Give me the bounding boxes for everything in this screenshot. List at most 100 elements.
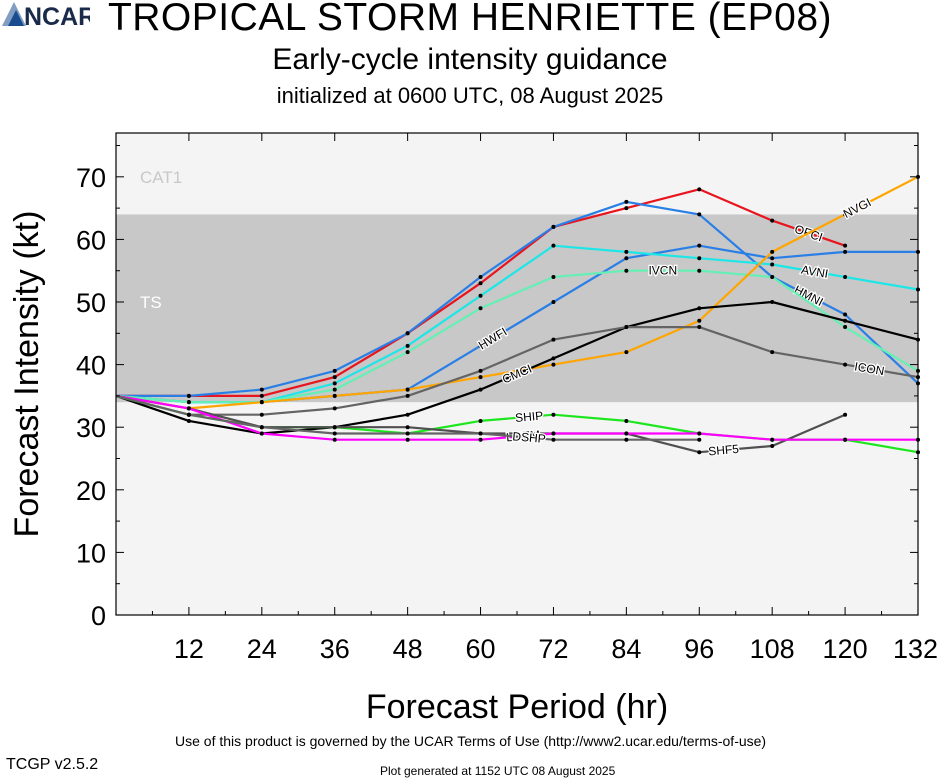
data-point [405, 387, 410, 392]
data-point [332, 406, 337, 411]
data-point [551, 356, 556, 361]
data-point [697, 437, 702, 442]
chart-title: TROPICAL STORM HENRIETTE (EP08) [107, 0, 833, 39]
y-tick-label: 0 [91, 601, 106, 631]
x-tick-label: 48 [393, 634, 423, 664]
series-line [116, 200, 919, 397]
data-point [697, 212, 702, 217]
data-point [624, 268, 629, 273]
data-point [624, 437, 629, 442]
y-tick-label: 60 [76, 225, 106, 255]
data-point [624, 249, 629, 254]
data-point [332, 381, 337, 386]
y-tick-label: 10 [76, 538, 106, 568]
data-point [770, 274, 775, 279]
data-point [843, 318, 848, 323]
x-tick-label: 36 [320, 634, 350, 664]
data-point [332, 425, 337, 430]
data-point [551, 224, 556, 229]
data-point [697, 187, 702, 192]
ncar-logo: NCAR [2, 2, 96, 31]
data-point [478, 418, 483, 423]
data-point [405, 343, 410, 348]
data-point [478, 293, 483, 298]
series-label: DSHP [512, 429, 546, 446]
data-point [624, 256, 629, 261]
data-point [697, 268, 702, 273]
data-point [697, 431, 702, 436]
data-point [478, 274, 483, 279]
x-tick-label: 120 [823, 634, 868, 664]
data-point [843, 243, 848, 248]
ncar-logo-text: NCAR [24, 3, 90, 28]
data-point [770, 249, 775, 254]
y-tick-label: 20 [76, 476, 106, 506]
x-tick-label: 24 [247, 634, 277, 664]
data-point [259, 400, 264, 405]
data-point [843, 412, 848, 417]
data-point [624, 431, 629, 436]
x-axis-label: Forecast Period (hr) [366, 688, 668, 726]
chart-subtitle: Early-cycle intensity guidance [272, 43, 668, 76]
x-tick-label: 12 [174, 634, 204, 664]
data-point [405, 425, 410, 430]
data-point [697, 243, 702, 248]
generated-time: Plot generated at 1152 UTC 08 August 202… [380, 764, 616, 778]
data-point [770, 443, 775, 448]
series-label: ICON [853, 359, 885, 378]
data-point [478, 431, 483, 436]
data-point [843, 437, 848, 442]
data-point [770, 350, 775, 355]
init-time: initialized at 0600 UTC, 08 August 2025 [276, 83, 664, 108]
data-point [332, 431, 337, 436]
y-tick-label: 70 [76, 163, 106, 193]
data-point [259, 425, 264, 430]
data-point [697, 318, 702, 323]
data-point [186, 418, 191, 423]
data-point [697, 450, 702, 455]
data-point [843, 212, 848, 217]
y-tick-label: 30 [76, 413, 106, 443]
data-point [478, 343, 483, 348]
data-point [478, 387, 483, 392]
data-point [551, 243, 556, 248]
data-point [405, 412, 410, 417]
data-point [551, 274, 556, 279]
data-point [624, 350, 629, 355]
data-point [843, 312, 848, 317]
data-point [478, 281, 483, 286]
data-point [259, 412, 264, 417]
x-tick-label: 108 [750, 634, 795, 664]
data-point [186, 393, 191, 398]
series-label: IVCN [648, 264, 677, 278]
data-point [770, 437, 775, 442]
data-point [624, 418, 629, 423]
data-point [624, 206, 629, 211]
data-point [697, 256, 702, 261]
data-point [551, 431, 556, 436]
data-point [770, 300, 775, 305]
data-point [405, 331, 410, 336]
data-point [405, 350, 410, 355]
data-point [332, 387, 337, 392]
data-point [478, 375, 483, 380]
series-label: SHIP [515, 409, 544, 425]
data-point [697, 306, 702, 311]
series-line [115, 326, 919, 416]
data-point [186, 412, 191, 417]
version-label: TCGP v2.5.2 [6, 756, 99, 773]
data-point [405, 437, 410, 442]
data-point [259, 387, 264, 392]
data-point [551, 337, 556, 342]
series-line [115, 175, 919, 410]
series-label: AVNI [800, 263, 829, 281]
x-tick-label: 132 [893, 634, 938, 664]
data-point [843, 325, 848, 330]
data-point [405, 431, 410, 436]
y-tick-label: 50 [76, 288, 106, 318]
band-label: CAT1 [140, 168, 182, 187]
data-point [770, 262, 775, 267]
data-point [259, 393, 264, 398]
series-label: SHF5 [708, 442, 740, 459]
